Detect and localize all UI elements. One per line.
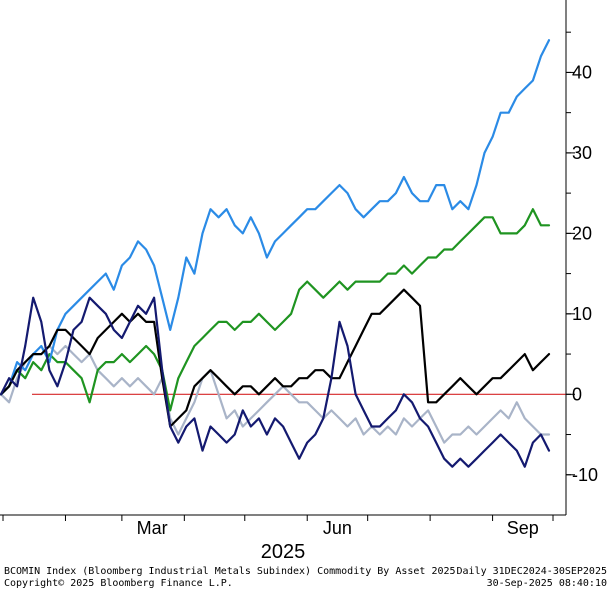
x-tick-label: Jun	[323, 518, 352, 538]
y-axis-ticks: -10 0 10 20 30 40	[566, 31, 598, 485]
footer-timestamp: 30-Sep-2025 08:40:10	[486, 578, 607, 589]
y-tick-label: 30	[572, 143, 592, 163]
y-tick-label: -10	[572, 465, 598, 485]
y-tick-label: 10	[572, 304, 592, 324]
line-chart: Mar Jun Sep -10 0 10 20 30 40 2025	[0, 0, 598, 563]
y-tick-label: 40	[572, 62, 592, 82]
series-line-2	[0, 208, 551, 412]
x-axis-ticks: Mar Jun Sep	[2, 515, 554, 538]
y-tick-label: 0	[572, 384, 582, 404]
series-line-4	[0, 344, 551, 444]
y-tick-label: 20	[572, 223, 592, 243]
footer-description: BCOMIN Index (Bloomberg Industrial Metal…	[4, 566, 456, 577]
series-line-5	[0, 296, 551, 468]
x-axis-year-label: 2025	[261, 541, 306, 563]
series-line-1	[0, 39, 551, 396]
footer-copyright: Copyright© 2025 Bloomberg Finance L.P.	[4, 578, 233, 589]
footer-line-2: Copyright© 2025 Bloomberg Finance L.P. 3…	[4, 578, 607, 590]
footer-line-1: BCOMIN Index (Bloomberg Industrial Metal…	[4, 566, 607, 578]
x-tick-label: Mar	[137, 518, 168, 538]
footer-date-range: Daily 31DEC2024-30SEP2025	[456, 566, 607, 577]
x-tick-label: Sep	[507, 518, 539, 538]
plot-area	[0, 39, 566, 468]
series-line-3	[0, 288, 551, 428]
